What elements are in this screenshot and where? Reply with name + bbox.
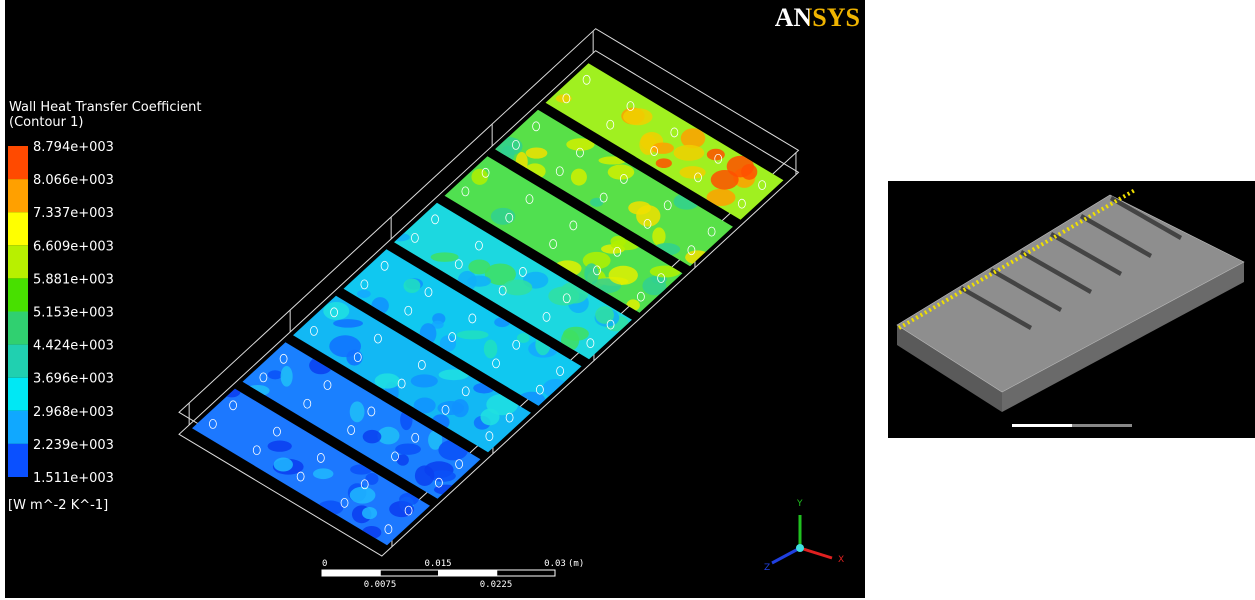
contour-blob	[268, 370, 283, 379]
legend-subtitle: (Contour 1)	[9, 115, 83, 130]
contour-blob	[674, 145, 705, 161]
scale-segment	[380, 570, 438, 576]
legend-swatch	[8, 245, 28, 278]
contour-blob	[323, 302, 349, 320]
contour-blob	[362, 507, 377, 519]
legend-swatch	[8, 444, 28, 477]
contour-blob	[608, 165, 635, 180]
axis-label: Y	[796, 499, 803, 509]
contour-blob	[590, 198, 603, 207]
contour-blob	[467, 275, 491, 286]
legend-label: 7.337e+003	[33, 206, 114, 221]
contour-blob	[623, 108, 652, 125]
contour-blob	[437, 401, 464, 415]
contour-blob	[329, 335, 361, 357]
legend-label: 1.511e+003	[33, 471, 114, 486]
scale-label: 0	[322, 559, 327, 569]
legend-label: 5.881e+003	[33, 272, 114, 287]
contour-blob	[415, 465, 434, 486]
legend-swatch	[8, 179, 28, 212]
contour-blob	[741, 164, 757, 180]
legend-swatch	[8, 345, 28, 378]
contour-blob	[656, 158, 672, 168]
page: Contour plot {"logo":"ANSYS", "legend":{…	[0, 0, 1255, 600]
scale-label: 0.03	[544, 559, 566, 569]
scale-label: 0.0075	[364, 580, 397, 590]
contour-blob	[484, 340, 498, 359]
contour-blob	[357, 290, 371, 298]
contour-blob	[268, 441, 292, 452]
logo: ANSYS	[775, 3, 860, 32]
legend-label: 8.066e+003	[33, 173, 114, 188]
contour-blob	[375, 373, 400, 388]
contour-blob	[431, 252, 459, 261]
contour-blob	[274, 458, 293, 472]
contour-blob	[503, 280, 532, 296]
legend-label: 3.696e+003	[33, 372, 114, 387]
contour-blob	[480, 409, 499, 426]
contour-blob	[404, 279, 421, 293]
contour-blob	[711, 170, 739, 190]
scale-segment	[439, 570, 497, 576]
contour-blob	[652, 227, 665, 245]
contour-blob	[628, 201, 651, 214]
legend-label: 8.794e+003	[33, 140, 114, 155]
contour-blob	[571, 169, 587, 186]
axis-label: X	[838, 555, 844, 565]
contour-blob	[350, 487, 376, 504]
scale-label: 0.0225	[480, 580, 513, 590]
legend-swatch	[8, 146, 28, 179]
legend-label: 2.239e+003	[33, 438, 114, 453]
contour-blob	[652, 142, 674, 153]
scale-segment	[1072, 424, 1132, 427]
legend-title: Wall Heat Transfer Coefficient	[9, 100, 201, 115]
contour-blob	[333, 319, 363, 328]
screenshot: ANSYS Wall Heat Transfer Coefficient (Co…	[0, 0, 1255, 600]
axis-label: Z	[764, 563, 770, 573]
legend-label: 2.968e+003	[33, 405, 114, 420]
contour-blob	[491, 208, 515, 225]
contour-blob	[526, 147, 548, 158]
contour-blob	[350, 401, 365, 422]
scale-segment	[497, 570, 555, 576]
contour-blob	[281, 366, 293, 387]
contour-blob	[471, 169, 487, 185]
contour-blob	[609, 266, 638, 285]
legend-label: 5.153e+003	[33, 306, 114, 321]
legend-units: [W m^-2 K^-1]	[8, 498, 108, 513]
contour-blob	[411, 374, 438, 387]
contour-blob	[595, 306, 614, 324]
contour-blob	[365, 473, 378, 485]
legend-swatch	[8, 212, 28, 245]
legend-swatch	[8, 278, 28, 311]
contour-blob	[313, 468, 333, 479]
legend-label: 6.609e+003	[33, 239, 114, 254]
legend-swatch	[8, 411, 28, 444]
legend-swatch	[8, 312, 28, 345]
contour-blob	[363, 430, 382, 443]
contour-blob	[457, 330, 489, 339]
body: ANSYS Wall Heat Transfer Coefficient (Co…	[0, 0, 1255, 600]
scale-label: 0.015	[424, 559, 451, 569]
scale-segment	[322, 570, 380, 576]
legend-label: 4.424e+003	[33, 339, 114, 354]
axis-origin	[796, 544, 804, 552]
scale-unit: (m)	[568, 559, 584, 569]
contour-blob	[395, 443, 421, 454]
legend-swatch	[8, 378, 28, 411]
scale-segment	[1012, 424, 1072, 427]
